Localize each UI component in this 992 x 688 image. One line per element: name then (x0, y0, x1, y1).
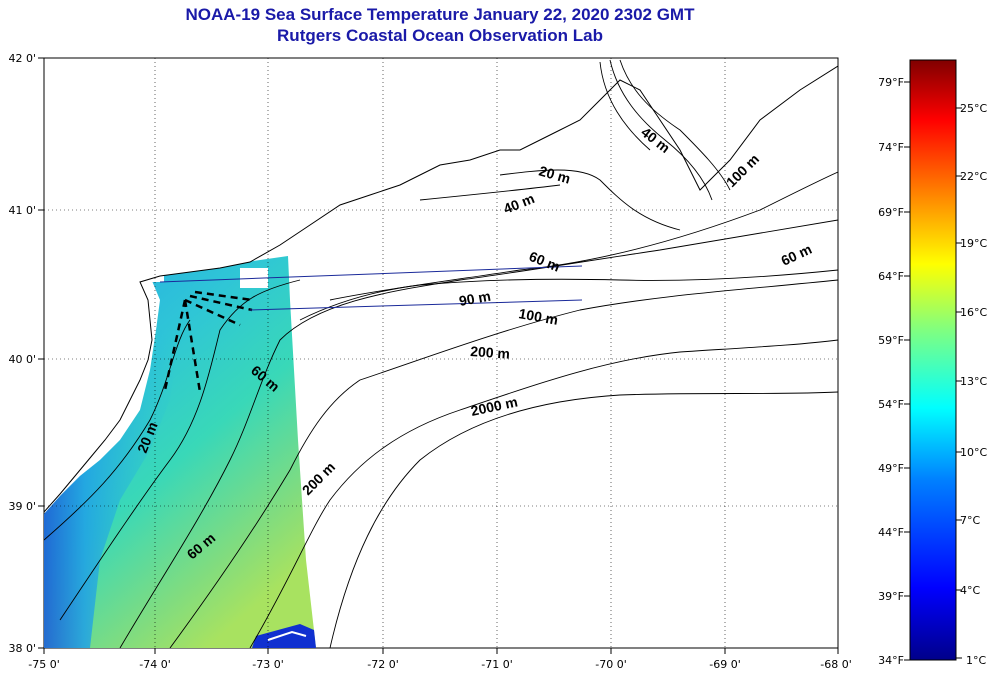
title-line-1: NOAA-19 Sea Surface Temperature January … (185, 5, 695, 24)
colorbar-f-label: 39°F (878, 590, 904, 603)
x-tick-label: -70 0' (595, 658, 627, 671)
y-tick-label: 42 0' (8, 52, 36, 65)
colorbar-c-label: 1°C (966, 654, 986, 667)
colorbar-c-label: 4°C (960, 584, 980, 597)
map-title: NOAA-19 Sea Surface Temperature January … (0, 4, 880, 46)
land-mass (44, 58, 838, 513)
colorbar-f-label: 79°F (878, 76, 904, 89)
shipping-lanes (163, 290, 253, 393)
y-tick-label: 39 0' (8, 500, 36, 513)
colorbar-f-label: 69°F (878, 206, 904, 219)
sst-swath (44, 256, 316, 648)
colorbar-f-label: 34°F (878, 654, 904, 667)
colorbar-c-label: 22°C (960, 170, 987, 183)
colorbar-f-label: 54°F (878, 398, 904, 411)
axis-ticks (38, 57, 839, 654)
y-tick-label: 40 0' (8, 353, 36, 366)
colorbar-c-label: 13°C (960, 375, 987, 388)
contour-label: 100 m (517, 305, 559, 328)
x-tick-label: -72 0' (367, 658, 399, 671)
colorbar-f-label: 64°F (878, 270, 904, 283)
colorbar-f-label: 44°F (878, 526, 904, 539)
x-tick-label: -69 0' (709, 658, 741, 671)
x-tick-label: -71 0' (481, 658, 513, 671)
grid-lines (44, 58, 838, 648)
x-tick-label: -75 0' (28, 658, 60, 671)
x-tick-label: -73 0' (252, 658, 284, 671)
colorbar-c-label: 16°C (960, 306, 987, 319)
y-tick-label: 38 0' (8, 642, 36, 655)
colorbar-c-label: 10°C (960, 446, 987, 459)
sst-coastal-cold-band (44, 330, 180, 648)
colorbar-f-label: 59°F (878, 334, 904, 347)
colorbar-c-label: 7°C (960, 514, 980, 527)
colorbar-c-label: 25°C (960, 102, 987, 115)
colorbar-c-label: 19°C (960, 237, 987, 250)
bathymetry-contours (44, 59, 838, 648)
boundary-lines (159, 265, 583, 311)
x-tick-label: -68 0' (820, 658, 852, 671)
colorbar (909, 59, 957, 661)
colorbar-f-label: 49°F (878, 462, 904, 475)
y-tick-label: 41 0' (8, 204, 36, 217)
contour-label: 90 m (458, 288, 492, 309)
title-line-2: Rutgers Coastal Ocean Observation Lab (277, 26, 603, 45)
contour-label: 200 m (470, 343, 511, 362)
x-tick-label: -74 0' (139, 658, 171, 671)
colorbar-f-label: 74°F (878, 141, 904, 154)
colorbar-ticks (904, 81, 962, 661)
